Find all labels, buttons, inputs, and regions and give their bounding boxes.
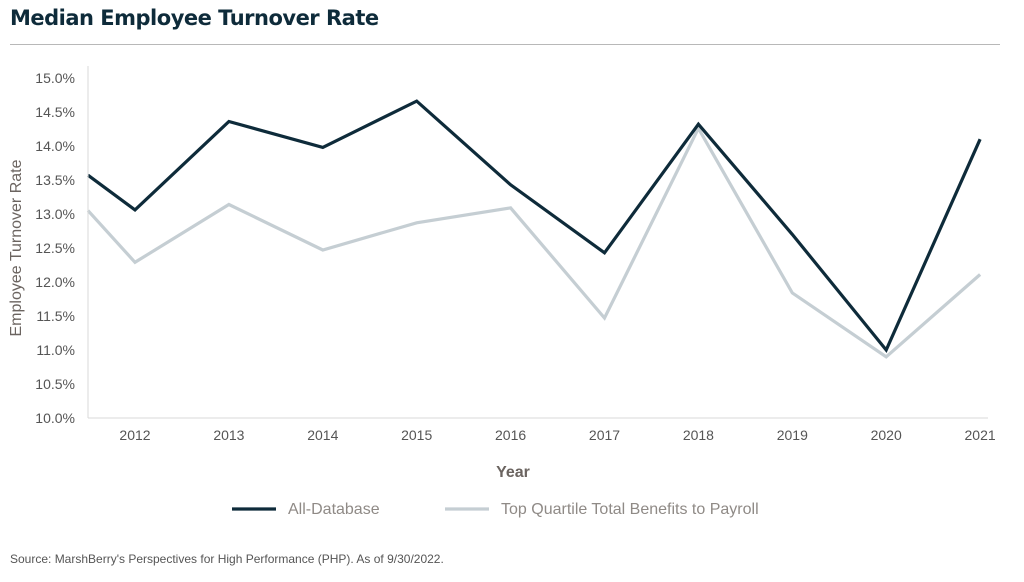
series-line-1 — [86, 124, 982, 359]
x-tick-label: 2020 — [871, 427, 902, 443]
x-axis-title: Year — [496, 464, 530, 481]
y-tick-label: 13.5% — [35, 172, 75, 188]
x-tick-label: 2021 — [965, 427, 996, 443]
source-note: Source: MarshBerry's Perspectives for Hi… — [10, 552, 444, 566]
x-tick-label: 2019 — [777, 427, 808, 443]
x-tick-label: 2014 — [307, 427, 338, 443]
line-chart: 10.0% 10.5% 11.0% 11.5% 12.0% 12.5% 13.0% 13.5%… — [8, 66, 996, 518]
title-divider — [10, 44, 1000, 45]
x-tick-label: 2018 — [683, 427, 714, 443]
legend: All-Database Top Quartile Total Benefits … — [232, 501, 759, 518]
y-tick-label: 14.5% — [35, 104, 75, 120]
y-tick-label: 11.0% — [36, 342, 75, 358]
y-tick-label: 12.0% — [35, 274, 75, 290]
y-tick-label: 12.5% — [35, 240, 75, 256]
y-tick-label: 10.0% — [35, 410, 75, 426]
y-tick-label: 14.0% — [35, 138, 75, 154]
x-tick-label: 2017 — [589, 427, 620, 443]
axis-layer — [87, 66, 988, 419]
y-tick-label: 15.0% — [35, 70, 75, 86]
x-tick-label: 2016 — [495, 427, 526, 443]
y-tick-label: 13.0% — [35, 206, 75, 222]
label-layer: 10.0% 10.5% 11.0% 11.5% 12.0% 12.5% 13.0% 13.5%… — [8, 70, 996, 481]
legend-label-0: All-Database — [288, 501, 380, 518]
chart-title: Median Employee Turnover Rate — [10, 6, 379, 30]
y-tick-label: 11.5% — [36, 308, 75, 324]
x-tick-label: 2012 — [119, 427, 150, 443]
series-line-0 — [87, 99, 982, 354]
x-tick-label: 2015 — [401, 427, 432, 443]
legend-label-1: Top Quartile Total Benefits to Payroll — [501, 501, 759, 518]
x-tick-label: 2013 — [213, 427, 244, 443]
series-layer — [86, 99, 982, 359]
y-axis-title: Employee Turnover Rate — [8, 159, 25, 336]
y-tick-label: 10.5% — [35, 376, 75, 392]
